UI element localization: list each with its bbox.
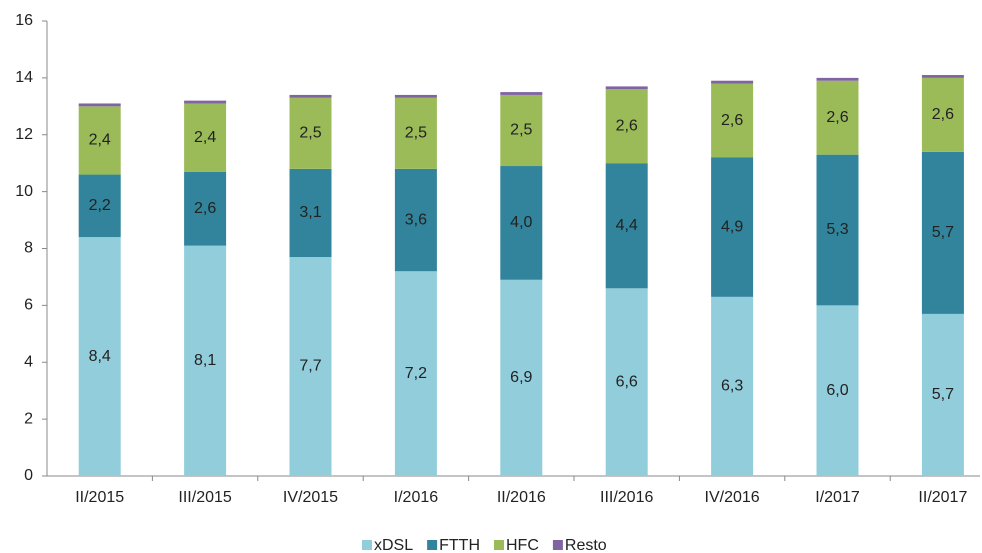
bar-segment	[394, 97, 437, 169]
data-label: 5,7	[932, 386, 954, 403]
legend-swatch	[494, 540, 504, 550]
legend-swatch	[552, 540, 563, 550]
data-label: 7,7	[299, 358, 321, 375]
bar-segment	[184, 171, 227, 246]
bar-segment	[605, 86, 648, 90]
legend-label: HFC	[506, 537, 539, 553]
bar-segment	[78, 106, 121, 175]
data-label: 5,7	[932, 224, 954, 241]
bar-segment	[816, 77, 859, 81]
data-label: 7,2	[405, 365, 427, 382]
data-label: 6,3	[721, 378, 743, 395]
bar-segment	[78, 237, 121, 476]
legend-swatch	[362, 540, 372, 550]
data-label: 6,0	[826, 382, 848, 399]
bar-segment	[921, 151, 964, 314]
x-tick-label: II/2017	[918, 489, 967, 506]
x-tick-label: III/2015	[178, 489, 231, 506]
bar-segment	[394, 94, 437, 98]
bar-segment	[289, 257, 332, 476]
bar-segment	[289, 168, 332, 258]
bar-segment	[500, 279, 543, 476]
data-label: 2,6	[826, 109, 848, 126]
data-label: 2,4	[89, 132, 111, 149]
y-tick-label: 12	[15, 126, 33, 143]
bar-segment	[711, 83, 754, 158]
data-label: 2,5	[405, 125, 427, 142]
x-tick-label: II/2016	[497, 489, 546, 506]
bar-segment	[184, 245, 227, 476]
data-label: 6,9	[510, 369, 532, 386]
y-tick-label: 4	[24, 353, 33, 370]
bar-segment	[289, 97, 332, 169]
bar-segment	[605, 288, 648, 476]
bar-segment	[711, 80, 754, 84]
bar-segment	[78, 174, 121, 238]
bar-segment	[605, 89, 648, 164]
data-label: 8,1	[194, 352, 216, 369]
data-label: 2,4	[194, 129, 216, 146]
y-tick-label: 2	[24, 410, 33, 427]
bar-segment	[816, 80, 859, 155]
data-label: 2,6	[721, 112, 743, 129]
data-label: 2,6	[932, 106, 954, 123]
data-label: 5,3	[826, 221, 848, 238]
data-label: 4,9	[721, 218, 743, 235]
data-label: 3,1	[299, 204, 321, 221]
y-tick-label: 0	[24, 467, 33, 484]
data-label: 6,6	[616, 373, 638, 390]
x-tick-label: I/2016	[394, 489, 439, 506]
x-tick-label: III/2016	[600, 489, 653, 506]
bar-segment	[78, 103, 121, 107]
x-tick-label: IV/2016	[705, 489, 760, 506]
data-label: 2,6	[194, 200, 216, 217]
bar-segment	[289, 94, 332, 98]
y-tick-label: 14	[15, 69, 33, 86]
bar-segment	[921, 75, 964, 78]
y-tick-label: 16	[15, 12, 33, 29]
bar-segment	[184, 103, 227, 172]
bar-segment	[711, 296, 754, 476]
bar-segment	[500, 92, 543, 95]
y-tick-label: 6	[24, 297, 33, 314]
bar-segment	[921, 313, 964, 476]
data-label: 4,0	[510, 214, 532, 231]
data-label: 2,5	[299, 125, 321, 142]
x-tick-label: I/2017	[815, 489, 860, 506]
y-tick-label: 10	[15, 183, 33, 200]
legend-label: Resto	[565, 537, 607, 553]
bar-segment	[711, 157, 754, 297]
x-tick-label: IV/2015	[283, 489, 338, 506]
bar-segment	[816, 154, 859, 306]
y-tick-label: 8	[24, 240, 33, 257]
bar-segment	[184, 100, 227, 104]
bar-segment	[394, 271, 437, 476]
bar-segment	[816, 305, 859, 476]
bar-segment	[500, 94, 543, 167]
bar-segment	[921, 77, 964, 152]
bar-segment	[394, 168, 437, 272]
legend-label: FTTH	[439, 537, 480, 553]
data-label: 2,6	[616, 117, 638, 134]
data-label: 8,4	[89, 348, 111, 365]
data-label: 2,2	[89, 197, 111, 214]
bar-segment	[605, 163, 648, 289]
legend-swatch	[427, 540, 438, 550]
data-label: 2,5	[510, 122, 532, 139]
x-tick-label: II/2015	[75, 489, 124, 506]
legend-label: xDSL	[374, 537, 413, 553]
data-label: 3,6	[405, 211, 427, 228]
bar-segment	[500, 166, 543, 280]
data-label: 4,4	[616, 217, 638, 234]
